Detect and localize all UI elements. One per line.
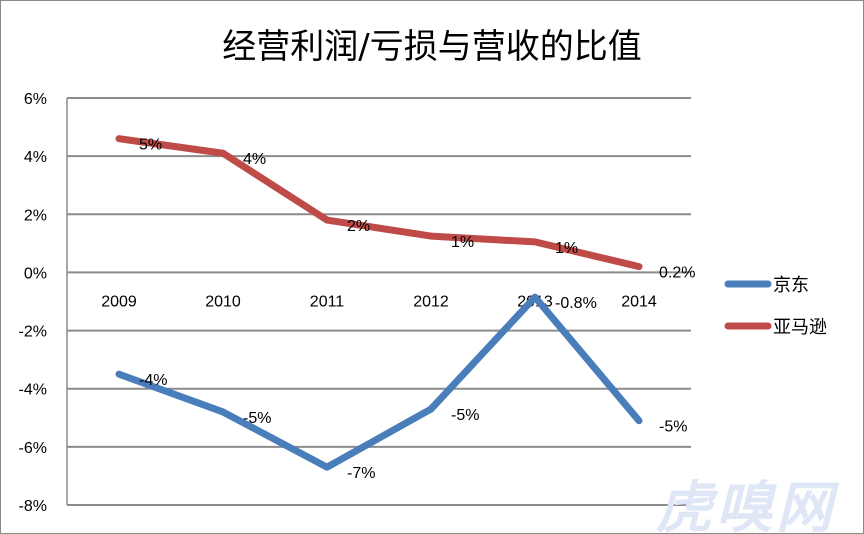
y-tick-label: 4%	[24, 149, 47, 166]
x-tick-label: 2014	[621, 293, 657, 310]
data-label: -5%	[451, 407, 479, 424]
data-point	[533, 295, 537, 300]
data-point	[429, 234, 433, 239]
data-label: -7%	[347, 465, 375, 482]
data-point	[221, 409, 225, 414]
data-label: -4%	[139, 372, 167, 389]
data-label: 4%	[243, 151, 266, 168]
x-tick-label: 2012	[413, 293, 449, 310]
x-tick-label: 2009	[101, 293, 137, 310]
y-tick-label: 0%	[24, 265, 47, 282]
data-label: 1%	[555, 240, 578, 257]
data-label: -5%	[659, 419, 687, 436]
x-tick-label: 2011	[310, 293, 345, 310]
data-label: 5%	[139, 137, 162, 154]
data-label: 1%	[451, 234, 474, 251]
series-line-1	[115, 135, 643, 271]
data-label: 0.2%	[659, 265, 695, 282]
data-label: -5%	[243, 410, 271, 427]
data-label: 2%	[347, 218, 370, 235]
series-line-0	[115, 293, 643, 471]
legend-label: 京东	[773, 275, 809, 295]
y-tick-label: -8%	[19, 498, 47, 515]
y-tick-label: -6%	[19, 440, 47, 457]
data-point	[637, 418, 641, 423]
y-tick-label: 2%	[24, 207, 47, 224]
chart-title: 经营利润/亏损与营收的比值	[222, 27, 642, 67]
y-tick-label: -2%	[19, 324, 47, 341]
data-point	[533, 239, 537, 244]
x-tick-label: 2010	[205, 293, 241, 310]
data-point	[325, 465, 329, 470]
data-point	[325, 218, 329, 223]
data-label: -0.8%	[555, 295, 597, 312]
watermark-logo: 虎嗅网	[656, 476, 836, 534]
data-point	[221, 151, 225, 156]
data-point	[117, 372, 121, 377]
legend-label: 亚马逊	[773, 317, 827, 337]
data-point	[637, 264, 641, 269]
y-tick-label: 6%	[24, 91, 47, 108]
data-point	[117, 136, 121, 141]
data-point	[429, 407, 433, 412]
y-tick-label: -4%	[19, 382, 47, 399]
